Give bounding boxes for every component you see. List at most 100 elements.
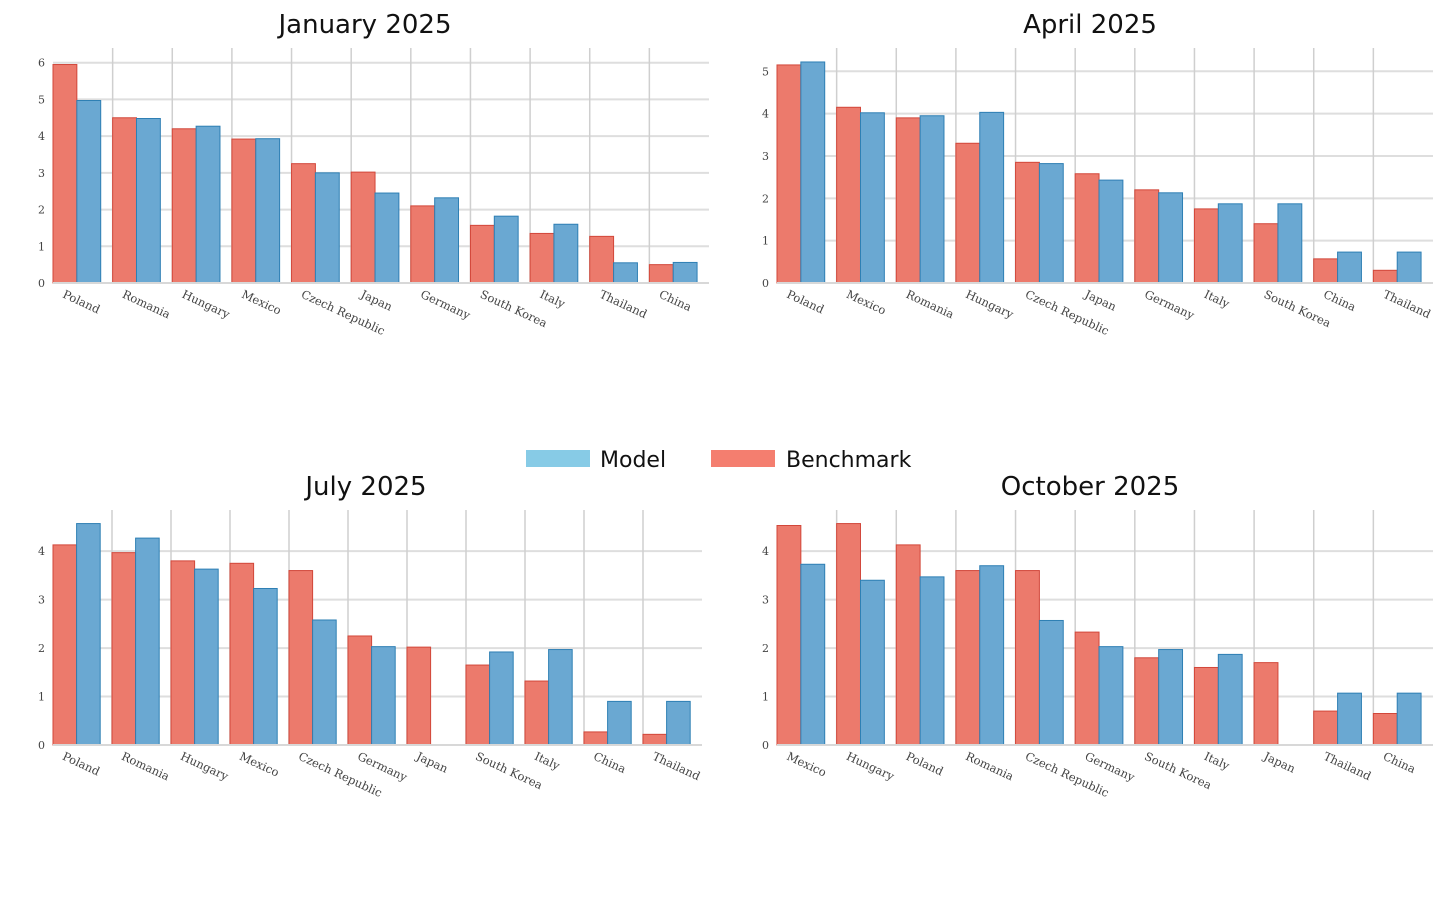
bar-model <box>1038 619 1064 746</box>
y-tick-label: 5 <box>762 65 769 78</box>
y-tick-label: 0 <box>38 739 45 752</box>
x-tick-label: Romania <box>904 287 957 321</box>
bar-benchmark <box>836 523 861 746</box>
bar-benchmark <box>836 106 861 284</box>
bar-model <box>800 563 826 746</box>
y-tick-label: 1 <box>762 235 769 248</box>
bar-model <box>919 576 945 746</box>
bar-benchmark <box>642 733 668 746</box>
y-tick-label: 3 <box>762 150 769 163</box>
bar-benchmark <box>776 64 802 284</box>
bar-model <box>434 197 460 284</box>
x-tick-label: South Korea <box>1142 749 1214 792</box>
y-tick-label: 1 <box>38 691 45 704</box>
bar-model <box>979 565 1005 746</box>
x-tick-label: Germany <box>1142 287 1197 322</box>
bar-benchmark <box>1074 173 1100 284</box>
bar-model <box>1158 649 1184 746</box>
bar-benchmark <box>111 552 137 746</box>
bar-model <box>1337 692 1362 746</box>
bar-model <box>135 537 160 746</box>
x-tick-label: Hungary <box>844 749 897 783</box>
x-tick-label: Thailand <box>1321 749 1374 783</box>
legend-label-model: Model <box>600 448 666 473</box>
bar-benchmark <box>406 646 432 746</box>
bar-model <box>1396 692 1422 746</box>
bar-model <box>194 568 219 746</box>
bar-model <box>374 192 400 284</box>
bar-model <box>672 261 698 284</box>
bar-model <box>1098 646 1124 746</box>
x-tick-label: China <box>591 749 628 776</box>
x-tick-label: Italy <box>532 749 562 773</box>
bar-model <box>1396 251 1422 284</box>
bar-benchmark <box>1074 631 1100 746</box>
y-tick-label: 2 <box>38 642 45 655</box>
bar-benchmark <box>469 224 495 284</box>
x-tick-label: Poland <box>61 287 103 317</box>
bar-model <box>1158 192 1184 284</box>
bar-benchmark <box>895 117 921 284</box>
y-tick-label: 3 <box>38 594 45 607</box>
chart-panel-4: October 2025 0 1 2 3 4 Mexico Hungary Poland Roma… <box>762 472 1433 800</box>
bar-benchmark <box>529 232 555 284</box>
bar-model <box>493 215 519 284</box>
bar-model <box>1038 163 1064 284</box>
x-tick-label: Japan <box>1261 749 1298 776</box>
x-tick-label: Japan <box>1082 287 1119 314</box>
legend: Model Benchmark <box>526 448 912 473</box>
bar-benchmark <box>1193 666 1219 746</box>
x-tick-label: Japan <box>413 749 450 776</box>
bar-benchmark <box>1372 713 1398 746</box>
bar-benchmark <box>291 163 316 284</box>
bar-benchmark <box>350 171 376 284</box>
bar-model <box>553 223 579 284</box>
y-tick-label: 3 <box>38 167 45 180</box>
bar-benchmark <box>524 680 550 746</box>
bar-benchmark <box>589 235 615 284</box>
y-tick-label: 6 <box>38 57 45 70</box>
x-tick-label: Italy <box>538 287 568 311</box>
bar-model <box>489 651 514 746</box>
x-tick-label: Mexico <box>785 749 829 780</box>
bar-benchmark <box>465 664 491 746</box>
x-tick-label: Poland <box>60 749 102 779</box>
bar-benchmark <box>776 525 802 746</box>
bar-benchmark <box>1193 208 1219 284</box>
bar-benchmark <box>171 128 197 284</box>
y-tick-label: 0 <box>762 739 769 752</box>
bar-model <box>255 138 281 284</box>
legend-swatch-model <box>526 450 590 467</box>
y-tick-label: 0 <box>38 277 45 290</box>
x-tick-label: Hungary <box>963 287 1016 321</box>
bar-model <box>613 262 638 284</box>
x-tick-label: Mexico <box>844 287 888 318</box>
bar-benchmark <box>583 731 609 746</box>
y-tick-label: 2 <box>762 642 769 655</box>
x-tick-label: China <box>1381 749 1418 776</box>
legend-swatch-benchmark <box>711 450 775 467</box>
chart-panel-2: April 2025 0 1 2 3 4 5 Poland Mexico Romania Hunga… <box>762 10 1434 338</box>
bar-model <box>76 100 102 284</box>
y-tick-label: 1 <box>762 691 769 704</box>
bar-benchmark <box>1253 223 1279 284</box>
chart-title: October 2025 <box>1001 472 1179 502</box>
bar-benchmark <box>1015 161 1040 284</box>
y-tick-label: 1 <box>38 240 45 253</box>
x-tick-label: Thailand <box>597 287 650 321</box>
bar-benchmark <box>1253 662 1279 746</box>
bar-model <box>666 700 691 746</box>
x-tick-label: Thailand <box>650 749 703 783</box>
chart-title: July 2025 <box>303 472 426 502</box>
bar-benchmark <box>170 560 196 746</box>
y-tick-label: 4 <box>38 545 45 558</box>
chart-panel-3: July 2025 0 1 2 3 4 Poland Romania Hungary Mexico… <box>38 472 703 800</box>
chart-title: January 2025 <box>277 10 452 40</box>
x-tick-label: Thailand <box>1381 287 1434 321</box>
bar-benchmark <box>231 138 257 284</box>
bar-benchmark <box>955 142 981 284</box>
bar-benchmark <box>955 570 981 746</box>
bar-benchmark <box>1134 657 1160 746</box>
x-tick-label: Mexico <box>237 749 281 780</box>
